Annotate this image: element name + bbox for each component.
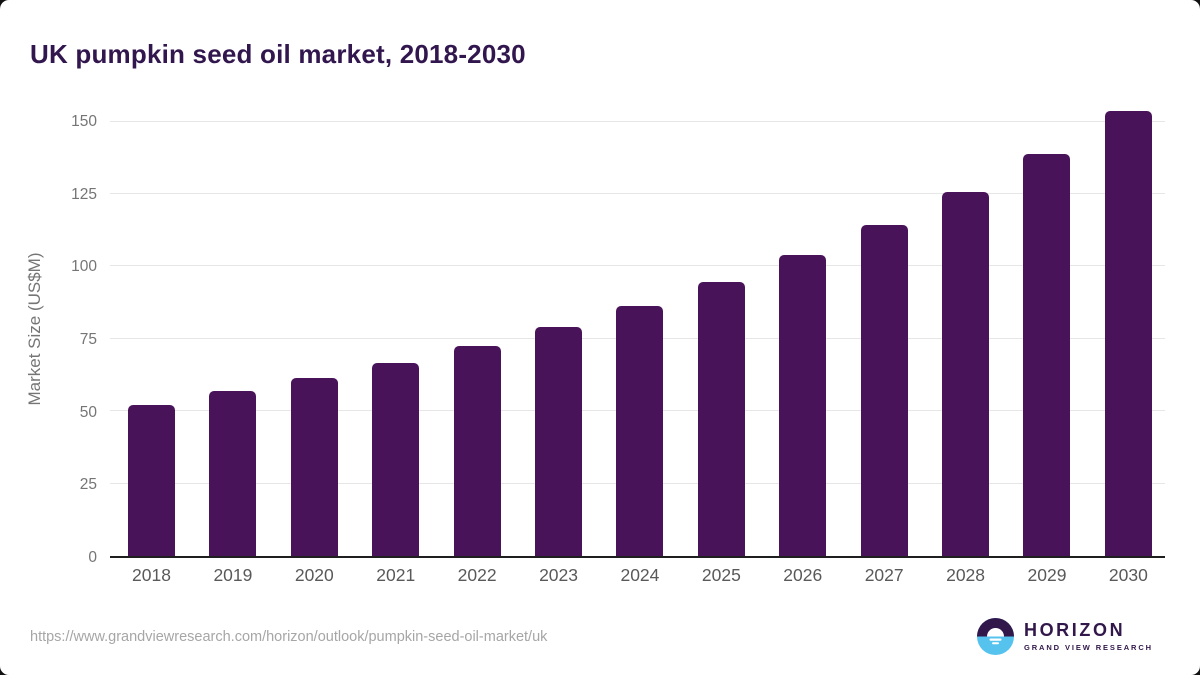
y-tick-label-50: 50 (79, 403, 97, 421)
x-tick-label-2024: 2024 (620, 565, 660, 585)
y-tick-label-0: 0 (88, 549, 97, 566)
bar-2025 (697, 281, 745, 556)
x-tick-label-2018: 2018 (132, 565, 171, 585)
bar-2020 (290, 377, 338, 556)
x-tick-label-2029: 2029 (1027, 565, 1067, 585)
brand-logo-text: HORIZON GRAND VIEW RESEARCH (1023, 620, 1153, 652)
page-title: UK pumpkin seed oil market, 2018-2030 (30, 39, 526, 70)
x-tick-label-2025: 2025 (701, 565, 741, 585)
x-tick-label-2027: 2027 (864, 565, 904, 585)
brand-subtitle: GRAND VIEW RESEARCH (1023, 642, 1153, 652)
x-tick-label-2023: 2023 (539, 565, 578, 585)
y-axis-tick-labels: 0 25 50 75 100 125 150 (40, 100, 97, 566)
brand-logo: HORIZON GRAND VIEW RESEARCH (976, 618, 1153, 655)
horizon-sunrise-icon (976, 618, 1014, 655)
x-tick-label-2021: 2021 (376, 565, 416, 585)
source-url: https://www.grandviewresearch.com/horizo… (30, 629, 548, 645)
bar-2023 (535, 326, 583, 556)
bar-chart-plot-area (110, 100, 1165, 558)
x-tick-label-2022: 2022 (457, 565, 497, 585)
bar-2027 (860, 225, 908, 556)
bar-2028 (942, 192, 990, 556)
y-tick-label-100: 100 (71, 258, 97, 276)
x-tick-label-2020: 2020 (294, 565, 334, 585)
brand-name: HORIZON (1023, 620, 1126, 641)
x-tick-label-2019: 2019 (213, 565, 253, 585)
x-axis-tick-labels: 2018 2019 2020 2021 2022 2023 2024 2025 2026 2027… (110, 565, 1165, 586)
bar-2019 (209, 391, 257, 556)
bars-row (110, 100, 1165, 556)
x-tick-label-2026: 2026 (783, 565, 823, 585)
bar-2026 (779, 255, 827, 556)
bar-2024 (616, 305, 664, 556)
bar-2018 (128, 404, 175, 556)
y-tick-label-75: 75 (79, 330, 97, 348)
y-tick-label-25: 25 (79, 476, 97, 494)
bar-2030 (1104, 110, 1152, 556)
y-tick-label-150: 150 (71, 112, 97, 130)
gridline-125 (110, 193, 1165, 195)
x-tick-label-2030: 2030 (1108, 565, 1148, 585)
bar-2029 (1023, 153, 1071, 556)
bar-2022 (453, 345, 501, 556)
x-tick-label-2028: 2028 (946, 565, 986, 585)
y-tick-label-125: 125 (71, 185, 97, 203)
bar-2021 (372, 362, 420, 556)
gridline-150 (110, 120, 1165, 122)
gridline-100 (110, 265, 1165, 267)
